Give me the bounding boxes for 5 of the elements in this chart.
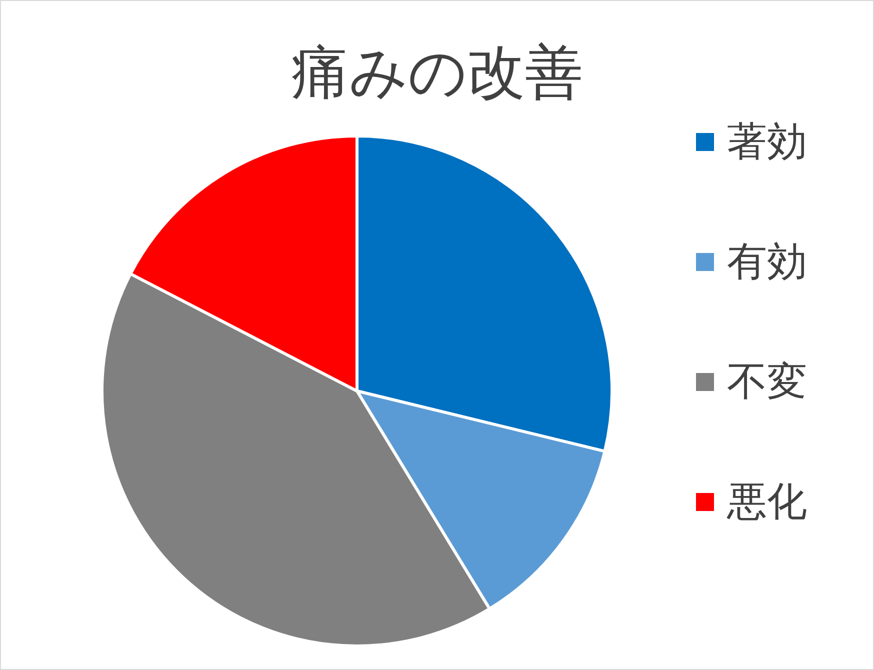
- legend-label: 著効: [727, 119, 807, 165]
- legend-label: 有効: [727, 239, 807, 285]
- chart-title: 痛みの改善: [291, 38, 583, 106]
- legend-label: 不変: [727, 359, 807, 405]
- legend-label: 悪化: [726, 479, 807, 525]
